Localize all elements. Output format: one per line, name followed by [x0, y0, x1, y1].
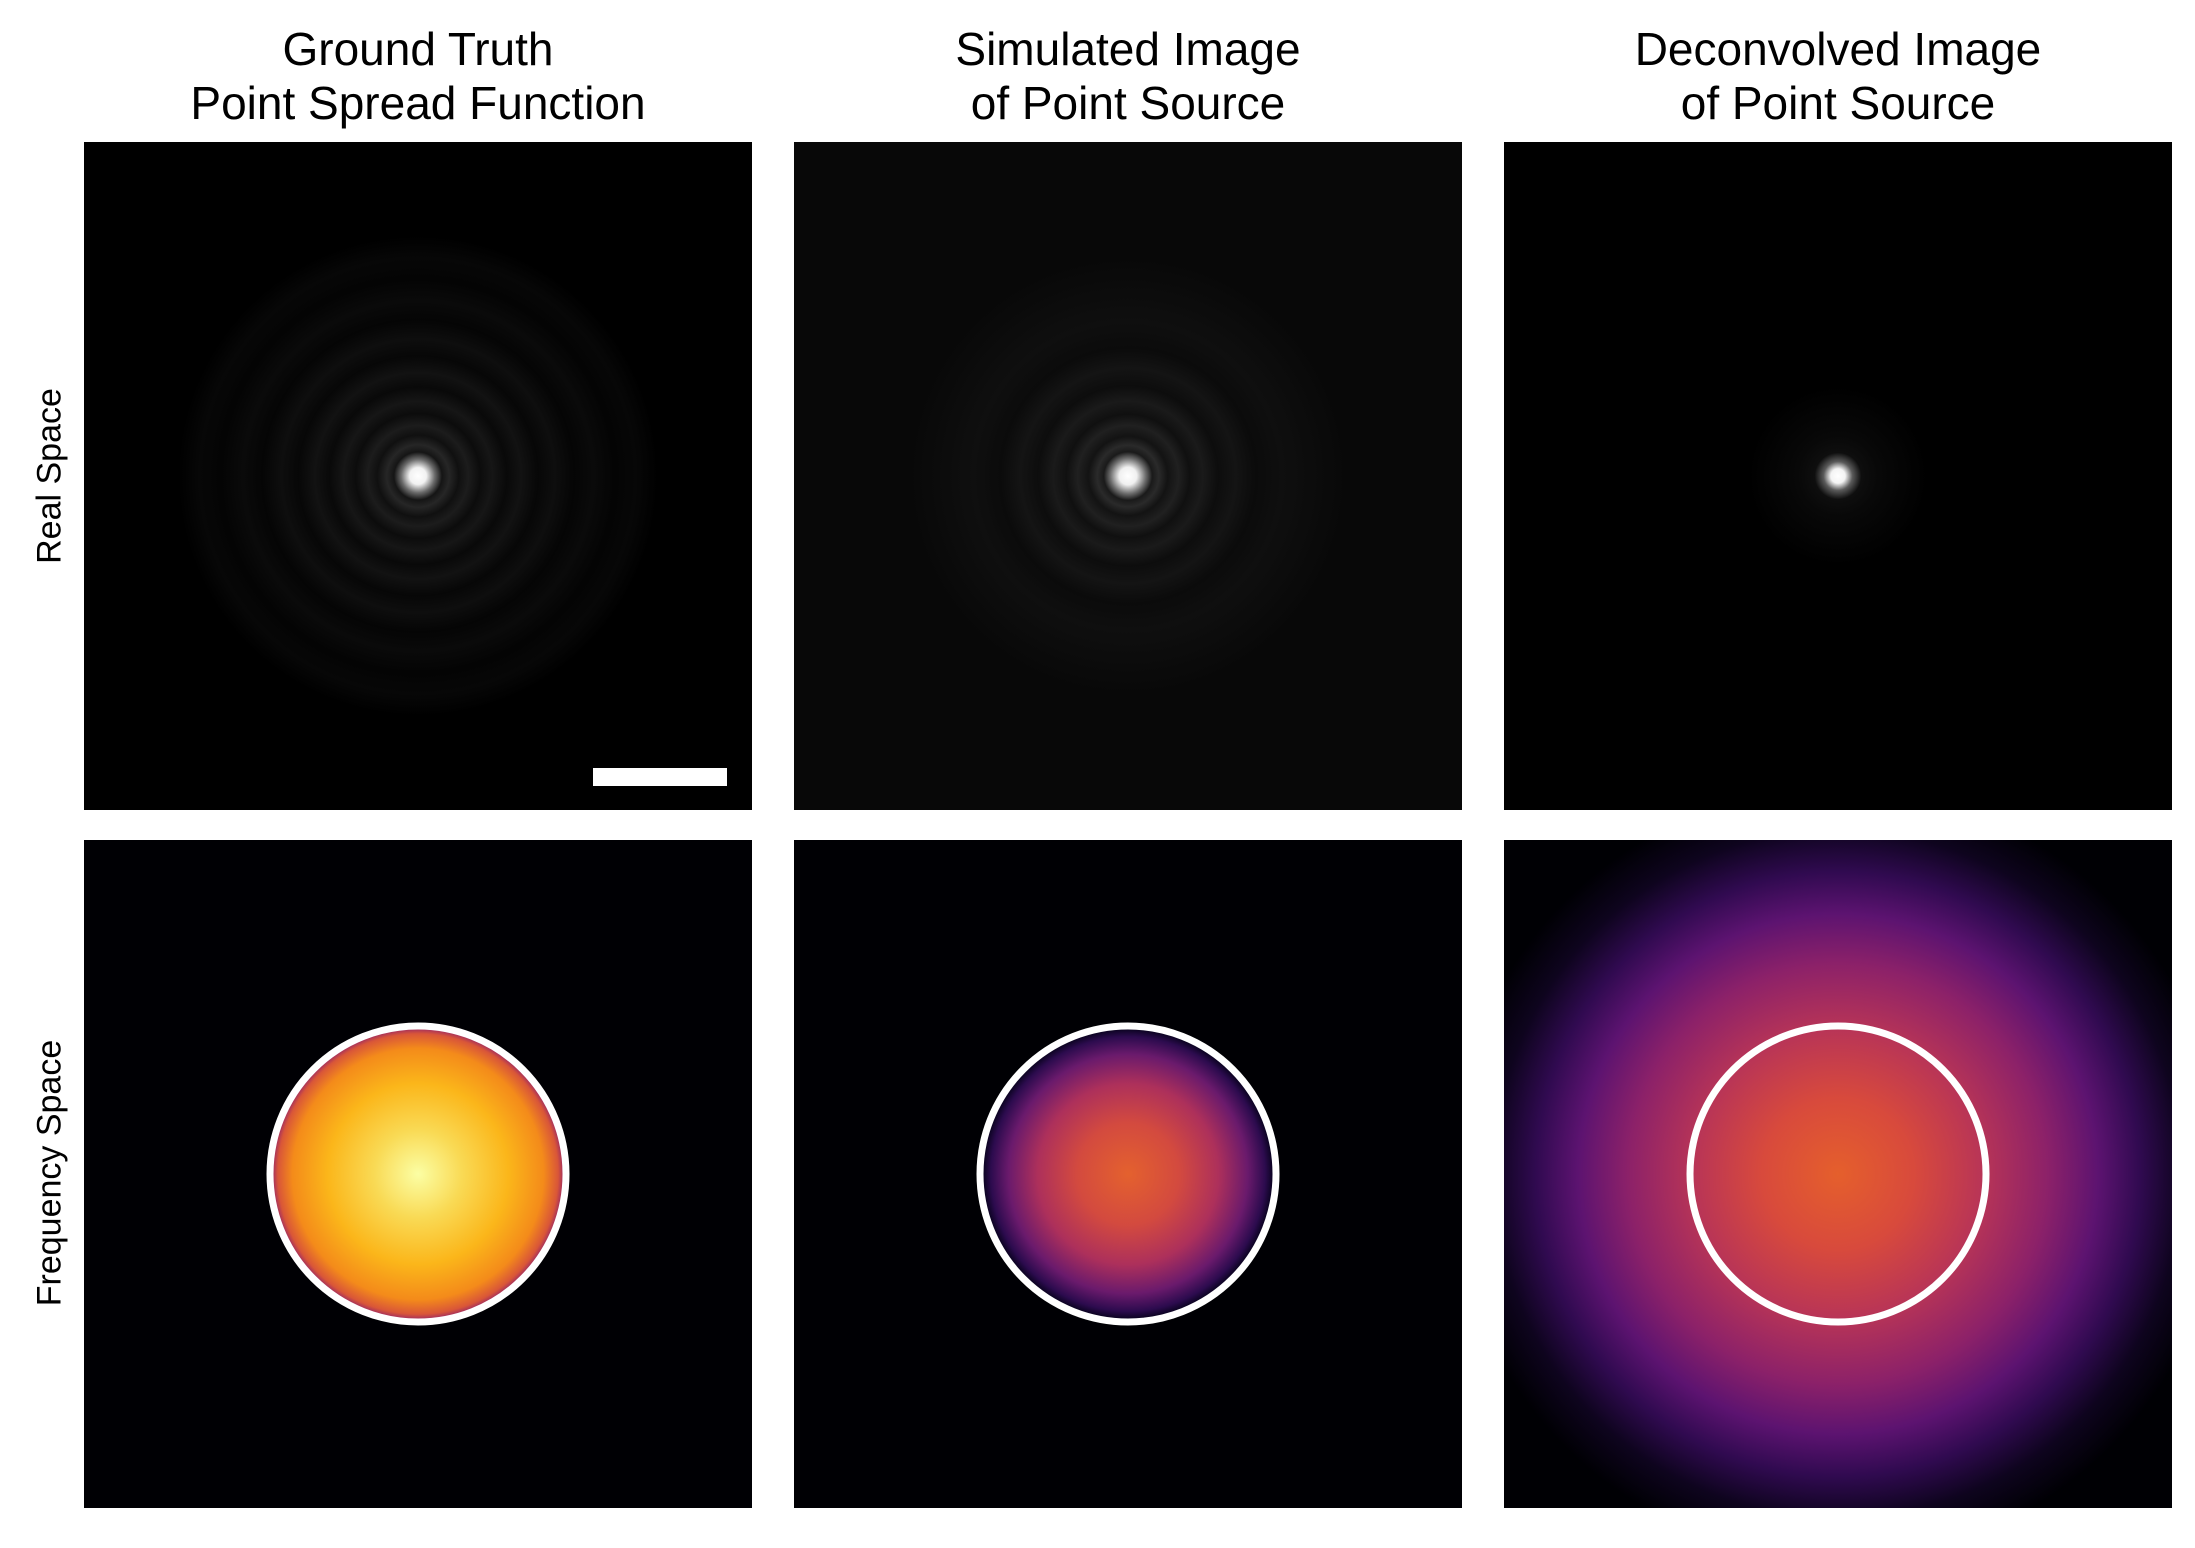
- column-title-line-1: Simulated Image: [955, 23, 1301, 75]
- panel-real-simulated: [794, 142, 1462, 810]
- simulated-psf-image: [794, 142, 1462, 810]
- row-label-real-space: Real Space: [30, 388, 69, 564]
- column-title-line-1: Deconvolved Image: [1634, 23, 2042, 75]
- column-title-simulated: Simulated Image of Point Source: [794, 22, 1462, 130]
- column-title-line-2: Point Spread Function: [190, 77, 646, 129]
- otf-support-disk: [272, 1028, 564, 1320]
- panel-real-ground-truth: [84, 142, 752, 810]
- panel-freq-ground-truth: [84, 840, 752, 1508]
- otf-ground-truth-image: [84, 840, 752, 1508]
- airy-disk: [178, 236, 658, 716]
- cutoff-circle: [976, 1022, 1280, 1326]
- airy-psf-image: [84, 142, 752, 810]
- cutoff-circle: [266, 1022, 570, 1326]
- otf-simulated-image: [794, 840, 1462, 1508]
- panel-real-deconvolved: [1504, 142, 2172, 810]
- airy-disk: [908, 256, 1348, 696]
- otf-deconvolved-image: [1504, 840, 2172, 1508]
- column-title-ground-truth: Ground Truth Point Spread Function: [84, 22, 752, 130]
- column-title-deconvolved: Deconvolved Image of Point Source: [1504, 22, 2172, 130]
- column-title-line-2: of Point Source: [1680, 77, 1996, 129]
- otf-support-disk: [982, 1028, 1274, 1320]
- deconvolved-psf-image: [1504, 142, 2172, 810]
- column-title-line-2: of Point Source: [970, 77, 1286, 129]
- broad-spectrum: [1504, 840, 2172, 1508]
- panel-freq-simulated: [794, 840, 1462, 1508]
- scale-bar: [593, 768, 727, 786]
- column-title-line-1: Ground Truth: [282, 23, 554, 75]
- panel-freq-deconvolved: [1504, 840, 2172, 1508]
- row-label-frequency-space: Frequency Space: [30, 1039, 69, 1307]
- point-source: [1748, 386, 1928, 566]
- cutoff-circle: [1686, 1022, 1990, 1326]
